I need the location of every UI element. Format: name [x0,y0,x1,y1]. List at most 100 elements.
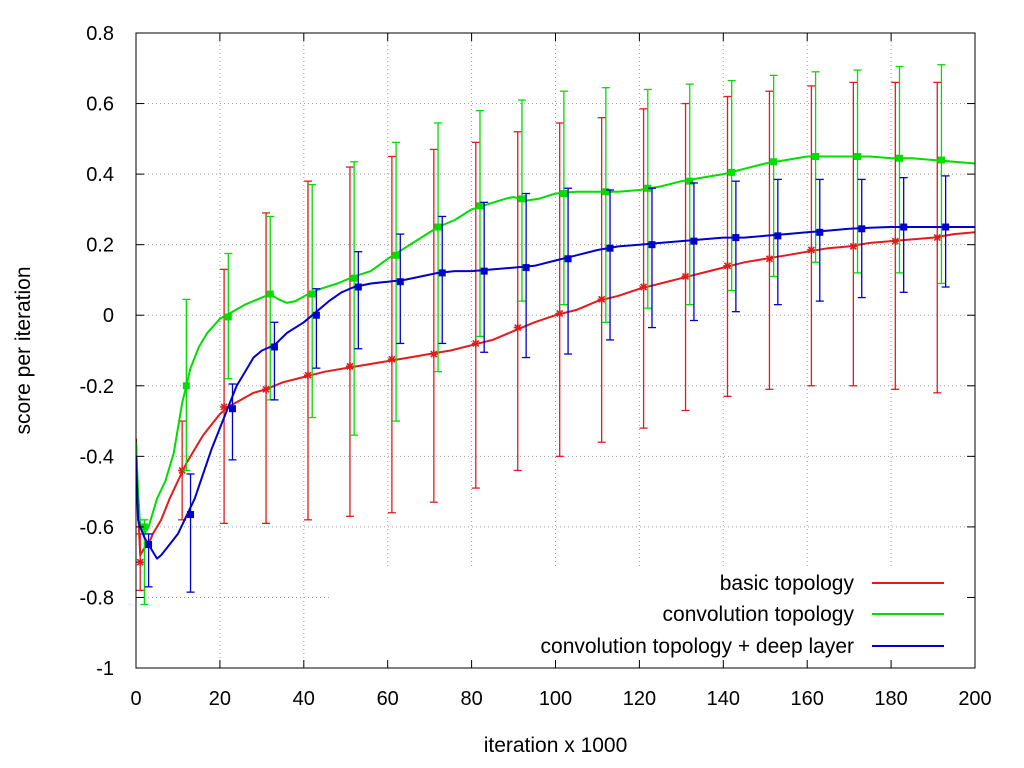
data-point [681,272,690,281]
data-point [387,355,396,364]
data-point [639,283,648,291]
data-point-stroke [346,362,354,370]
data-point-stroke [556,309,564,318]
data-point-stroke [933,234,941,242]
data-point [182,382,190,390]
y-axis-label: score per iteration [12,266,35,434]
error-bar [345,166,354,517]
x-tick-label: 120 [623,688,656,710]
series-1 [136,81,975,592]
error-bar [434,122,443,373]
data-point [438,269,446,277]
data-point [807,245,816,254]
legend-background [330,568,970,664]
data-point [728,168,736,176]
data-point [429,350,438,359]
y-tick-label: -1 [96,658,114,680]
data-point [812,152,820,160]
error-bar [773,178,782,306]
data-point-stroke [640,283,648,291]
data-point-stroke [598,295,606,303]
x-tick-label: 200 [958,688,991,710]
error-bar [354,251,363,350]
y-tick-label: 0.8 [86,23,114,45]
data-point-stroke [891,237,899,245]
error-bar [471,141,480,489]
y-tick-label: 0 [103,305,114,327]
x-tick-label: 180 [874,688,907,710]
error-bar [807,85,816,387]
data-point [522,264,530,272]
error-bar [731,180,740,313]
data-point-stroke [304,371,312,379]
data-point [228,405,236,413]
error-bar [266,215,275,401]
data-point [602,188,610,196]
error-bar [857,178,866,299]
error-bar [601,87,610,323]
legend-label: basic topology [720,572,855,595]
error-bar [597,117,606,443]
x-tick-label: 160 [791,688,824,710]
data-point [354,283,362,291]
data-point [942,223,950,231]
error-bar [727,79,736,292]
data-point [854,152,862,160]
data-point [774,232,782,240]
y-tick-label: 0.2 [86,235,114,257]
error-bar [350,161,359,436]
data-point [220,402,229,411]
error-bar [522,192,531,359]
error-bar [937,64,946,285]
error-bar [815,178,824,302]
data-point [648,241,656,249]
data-point [937,156,945,164]
error-bar [853,69,862,274]
error-bar [555,122,564,457]
error-bar [941,175,950,288]
data-point [396,278,404,286]
plot-area [136,64,975,606]
error-bar [891,81,900,390]
error-bar [769,74,778,278]
error-bar [643,88,652,309]
data-point [480,267,488,275]
data-point [891,237,900,246]
data-point [312,311,320,319]
error-bar [849,81,858,387]
data-point [849,242,858,251]
data-point [434,223,442,231]
axes: 0 20 40 60 80 100 120 140 160 180 200 -1 -0.8 -0.6 -0.… [80,23,992,710]
data-point [770,158,778,166]
legend: basic topology convolution topology convol… [541,572,944,658]
data-point [858,225,866,233]
data-point-stroke [681,272,690,280]
y-tick-label: -0.2 [80,376,114,398]
error-bar [564,187,573,355]
data-point [224,313,232,321]
x-tick-label: 40 [293,688,315,710]
error-bar [681,102,690,412]
data-point-stroke [807,246,815,254]
data-point [187,511,195,519]
y-tick-label: -0.4 [80,446,114,468]
error-bar [689,182,698,322]
data-point-stroke [430,350,438,358]
data-point-stroke [723,262,732,270]
legend-label: convolution topology + deep layer [541,635,854,658]
data-point [723,261,732,270]
data-point [350,274,358,282]
error-bar [303,180,312,521]
error-bar [186,473,195,593]
x-tick-label: 100 [539,688,572,710]
data-point-stroke [388,355,396,363]
error-bar [606,189,615,341]
series-line [136,226,975,560]
error-bar [895,65,904,274]
y-tick-label: 0.6 [86,94,114,116]
x-axis-label: iteration x 1000 [484,734,628,757]
error-bar [685,83,694,306]
error-bar [438,215,447,345]
data-point-stroke [262,385,270,393]
data-point [933,233,942,242]
